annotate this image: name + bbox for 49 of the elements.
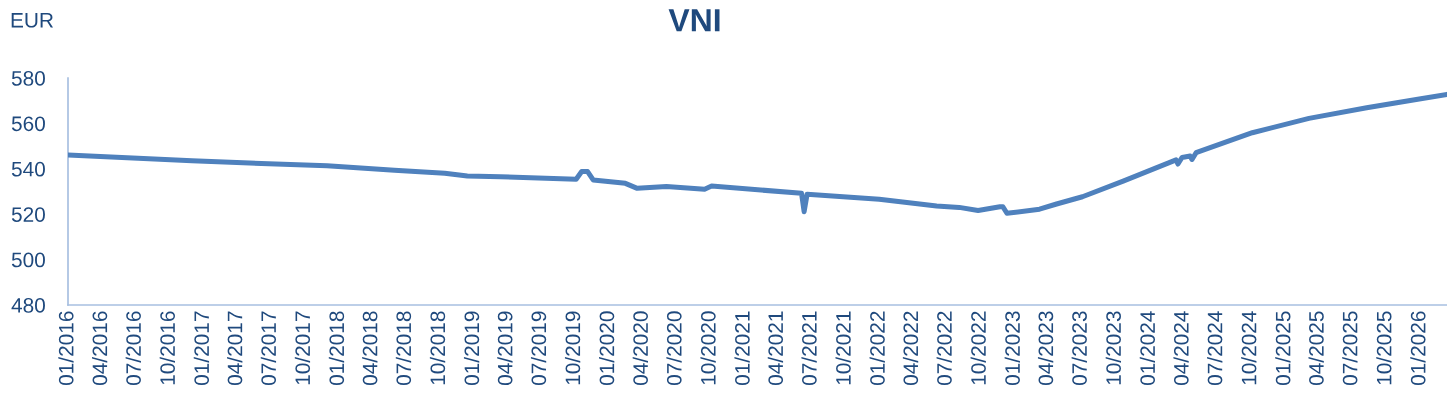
x-tick-label: 01/2020	[599, 311, 615, 386]
x-tick-label: 01/2019	[463, 311, 480, 386]
x-tick-label: 07/2021	[801, 311, 817, 386]
x-tick-label: 04/2021	[767, 311, 784, 386]
x-tick-label: 10/2020	[700, 311, 716, 385]
y-tick-label: 540	[11, 161, 45, 177]
x-tick-label: 01/2021	[734, 311, 750, 386]
x-tick-label: 10/2021	[835, 311, 851, 385]
x-tick-label: 04/2017	[227, 311, 243, 386]
y-tick-label: 580	[11, 71, 45, 86]
x-tick-label: 07/2022	[936, 311, 952, 386]
x-tick-label: 10/2018	[429, 311, 446, 385]
x-tick-label: 10/2019	[564, 311, 581, 385]
x-tick-label: 10/2023	[1105, 311, 1121, 385]
x-tick-label: 07/2016	[125, 311, 141, 386]
x-tick-label: 01/2016	[58, 311, 74, 386]
x-tick-label: 07/2018	[395, 311, 412, 386]
x-tick-label: 07/2023	[1071, 311, 1087, 386]
x-tick-label: 04/2020	[632, 311, 648, 386]
x-tick-label: 04/2023	[1037, 311, 1054, 386]
y-tick-label: 520	[11, 207, 45, 222]
x-tick-label: 07/2024	[1207, 311, 1223, 386]
chart-title: VNI	[668, 9, 720, 32]
x-tick-label: 04/2018	[362, 311, 378, 386]
x-tick-label: 07/2019	[530, 311, 547, 386]
x-tick-label: 10/2025	[1376, 311, 1392, 385]
x-tick-label: 04/2025	[1308, 311, 1324, 386]
x-tick-label: 01/2018	[328, 311, 345, 386]
x-tick-label: 07/2020	[666, 311, 682, 386]
y-tick-label: 500	[11, 252, 45, 268]
x-tick-label: 01/2017	[193, 311, 210, 386]
x-tick-label: 10/2024	[1241, 311, 1257, 385]
x-tick-label: 01/2025	[1275, 311, 1291, 386]
y-tick-label: 480	[11, 298, 45, 313]
x-tick-label: 04/2024	[1173, 311, 1189, 386]
x-tick-label: 01/2026	[1410, 311, 1426, 386]
x-tick-label: 10/2016	[159, 311, 175, 385]
x-tick-label: 01/2023	[1004, 311, 1020, 386]
x-tick-label: 04/2019	[497, 311, 513, 386]
x-tick-label: 01/2024	[1139, 311, 1156, 386]
x-tick-label: 10/2017	[294, 311, 311, 385]
x-tick-label: 01/2022	[869, 311, 885, 386]
x-tick-label: 07/2017	[260, 311, 277, 386]
y-tick-label: 560	[11, 116, 45, 132]
y-axis-title: EUR	[11, 13, 54, 28]
x-tick-label: 07/2025	[1342, 311, 1358, 386]
x-tick-label: 04/2016	[91, 311, 108, 386]
x-tick-label: 04/2022	[902, 311, 919, 386]
x-tick-label: 10/2022	[970, 311, 986, 385]
